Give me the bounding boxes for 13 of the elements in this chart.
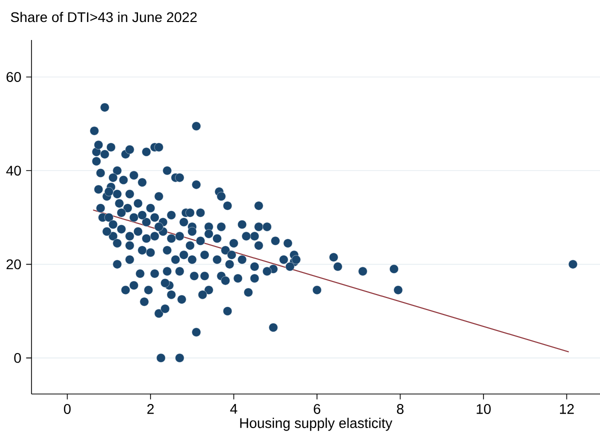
x-tick-label: 12 <box>560 404 574 414</box>
y-tick-label: 40 <box>6 166 21 176</box>
x-tick-label: 0 <box>64 404 71 414</box>
x-tick-label: 8 <box>396 404 404 414</box>
y-tick-label: 0 <box>14 353 21 363</box>
x-tick-label: 10 <box>476 404 491 414</box>
y-tick-label: 60 <box>6 72 21 82</box>
x-tick-label: 4 <box>230 404 238 414</box>
chart-title: Share of DTI>43 in June 2022 <box>10 12 197 22</box>
x-tick-label: 6 <box>314 404 320 414</box>
y-tick-label: 20 <box>6 259 21 270</box>
x-axis-title: Housing supply elasticity <box>240 418 392 431</box>
x-tick-label: 2 <box>147 404 154 414</box>
